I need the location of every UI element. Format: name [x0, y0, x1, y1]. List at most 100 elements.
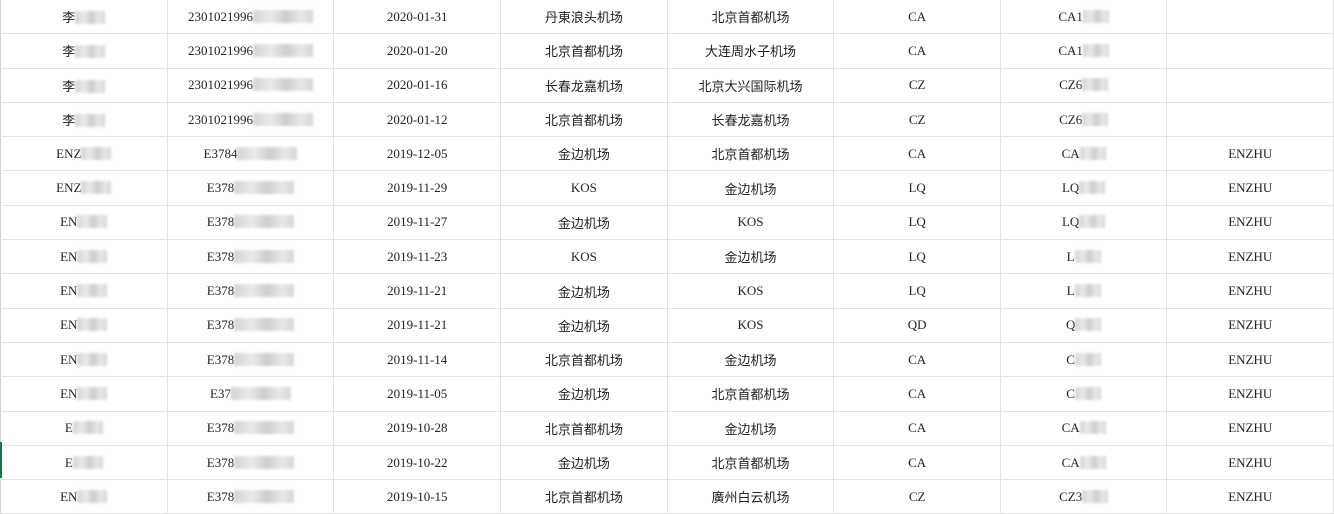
airline-cell[interactable]: LQ — [833, 239, 1001, 275]
date-cell[interactable]: 2019-11-29 — [333, 170, 502, 206]
airline-cell[interactable]: LQ — [833, 204, 1001, 241]
destination-cell[interactable]: 北京首都机场 — [666, 376, 835, 412]
flight-cell[interactable]: CZ6 — [999, 101, 1168, 138]
name-cell[interactable]: 李 — [0, 0, 168, 35]
name-cell[interactable]: E — [0, 444, 168, 481]
passenger-cell[interactable]: ENZHU — [1166, 341, 1334, 378]
id-cell[interactable]: E378 — [166, 239, 335, 275]
name-cell[interactable]: EN — [0, 376, 168, 412]
airline-cell[interactable]: CA — [833, 376, 1001, 412]
date-cell[interactable]: 2020-01-16 — [333, 67, 502, 103]
destination-cell[interactable]: 金边机场 — [666, 170, 835, 206]
name-cell[interactable]: EN — [0, 307, 168, 343]
airline-cell[interactable]: CZ — [833, 67, 1001, 103]
id-cell[interactable]: 2301021996 — [166, 0, 335, 35]
flight-cell[interactable]: CA — [999, 410, 1168, 446]
origin-cell[interactable]: KOS — [500, 239, 668, 275]
name-cell[interactable]: ENZ — [0, 170, 168, 206]
date-cell[interactable]: 2019-10-22 — [333, 444, 502, 481]
origin-cell[interactable]: 北京首都机场 — [500, 479, 668, 514]
name-cell[interactable]: EN — [0, 239, 168, 275]
passenger-cell[interactable]: ENZHU — [1166, 410, 1334, 446]
name-cell[interactable]: E — [0, 410, 168, 446]
passenger-cell[interactable]: ENZHU — [1166, 204, 1334, 241]
id-cell[interactable]: E378 — [166, 479, 335, 514]
name-cell[interactable]: ENZ — [0, 136, 168, 172]
flight-cell[interactable]: LQ — [999, 204, 1168, 241]
destination-cell[interactable]: 北京首都机场 — [666, 444, 835, 481]
destination-cell[interactable]: 北京首都机场 — [666, 136, 835, 172]
id-cell[interactable]: E378 — [166, 444, 335, 481]
origin-cell[interactable]: 北京首都机场 — [500, 33, 668, 69]
origin-cell[interactable]: KOS — [500, 170, 668, 206]
date-cell[interactable]: 2019-10-28 — [333, 410, 502, 446]
flight-cell[interactable]: CZ3 — [999, 479, 1168, 514]
airline-cell[interactable]: QD — [833, 307, 1001, 343]
airline-cell[interactable]: CA — [833, 136, 1001, 172]
airline-cell[interactable]: CA — [833, 341, 1001, 378]
destination-cell[interactable]: KOS — [666, 307, 835, 343]
flight-cell[interactable]: CA — [999, 444, 1168, 481]
destination-cell[interactable]: 长春龙嘉机场 — [666, 101, 835, 138]
date-cell[interactable]: 2019-11-27 — [333, 204, 502, 241]
flight-cell[interactable]: CZ6 — [999, 67, 1168, 103]
passenger-cell[interactable]: ENZHU — [1166, 479, 1334, 514]
id-cell[interactable]: 2301021996 — [166, 101, 335, 138]
passenger-cell[interactable]: ENZHU — [1166, 136, 1334, 172]
name-cell[interactable]: EN — [0, 273, 168, 309]
passenger-cell[interactable]: ENZHU — [1166, 170, 1334, 206]
destination-cell[interactable]: 金边机场 — [666, 341, 835, 378]
flight-cell[interactable]: C — [999, 341, 1168, 378]
origin-cell[interactable]: 金边机场 — [500, 307, 668, 343]
destination-cell[interactable]: KOS — [666, 273, 835, 309]
passenger-cell[interactable] — [1166, 0, 1334, 35]
origin-cell[interactable]: 北京首都机场 — [500, 101, 668, 138]
origin-cell[interactable]: 金边机场 — [500, 273, 668, 309]
name-cell[interactable]: 李 — [0, 67, 168, 103]
destination-cell[interactable]: 大连周水子机场 — [666, 33, 835, 69]
flight-cell[interactable]: CA1 — [999, 0, 1168, 35]
destination-cell[interactable]: KOS — [666, 204, 835, 241]
flight-cell[interactable]: CA — [999, 136, 1168, 172]
origin-cell[interactable]: 金边机场 — [500, 204, 668, 241]
name-cell[interactable]: EN — [0, 204, 168, 241]
passenger-cell[interactable] — [1166, 33, 1334, 69]
origin-cell[interactable]: 金边机场 — [500, 136, 668, 172]
date-cell[interactable]: 2019-11-05 — [333, 376, 502, 412]
passenger-cell[interactable]: ENZHU — [1166, 444, 1334, 481]
id-cell[interactable]: E378 — [166, 341, 335, 378]
destination-cell[interactable]: 北京首都机场 — [666, 0, 835, 35]
id-cell[interactable]: E378 — [166, 273, 335, 309]
date-cell[interactable]: 2020-01-31 — [333, 0, 502, 35]
date-cell[interactable]: 2019-11-21 — [333, 307, 502, 343]
date-cell[interactable]: 2019-10-15 — [333, 479, 502, 514]
destination-cell[interactable]: 北京大兴国际机场 — [666, 67, 835, 103]
origin-cell[interactable]: 北京首都机场 — [500, 410, 668, 446]
passenger-cell[interactable] — [1166, 101, 1334, 138]
id-cell[interactable]: E378 — [166, 170, 335, 206]
date-cell[interactable]: 2019-11-23 — [333, 239, 502, 275]
flight-cell[interactable]: CA1 — [999, 33, 1168, 69]
destination-cell[interactable]: 金边机场 — [666, 410, 835, 446]
origin-cell[interactable]: 金边机场 — [500, 376, 668, 412]
destination-cell[interactable]: 廣州白云机场 — [666, 479, 835, 514]
airline-cell[interactable]: CA — [833, 33, 1001, 69]
passenger-cell[interactable]: ENZHU — [1166, 376, 1334, 412]
id-cell[interactable]: E378 — [166, 204, 335, 241]
date-cell[interactable]: 2019-11-21 — [333, 273, 502, 309]
id-cell[interactable]: E378 — [166, 410, 335, 446]
origin-cell[interactable]: 长春龙嘉机场 — [500, 67, 668, 103]
date-cell[interactable]: 2019-12-05 — [333, 136, 502, 172]
name-cell[interactable]: 李 — [0, 101, 168, 138]
date-cell[interactable]: 2019-11-14 — [333, 341, 502, 378]
id-cell[interactable]: E378 — [166, 307, 335, 343]
flight-cell[interactable]: C — [999, 376, 1168, 412]
airline-cell[interactable]: LQ — [833, 170, 1001, 206]
id-cell[interactable]: E3784 — [166, 136, 335, 172]
passenger-cell[interactable]: ENZHU — [1166, 239, 1334, 275]
airline-cell[interactable]: CZ — [833, 479, 1001, 514]
origin-cell[interactable]: 丹東浪头机场 — [500, 0, 668, 35]
name-cell[interactable]: EN — [0, 479, 168, 514]
flight-cell[interactable]: L — [999, 273, 1168, 309]
flight-cell[interactable]: LQ — [999, 170, 1168, 206]
